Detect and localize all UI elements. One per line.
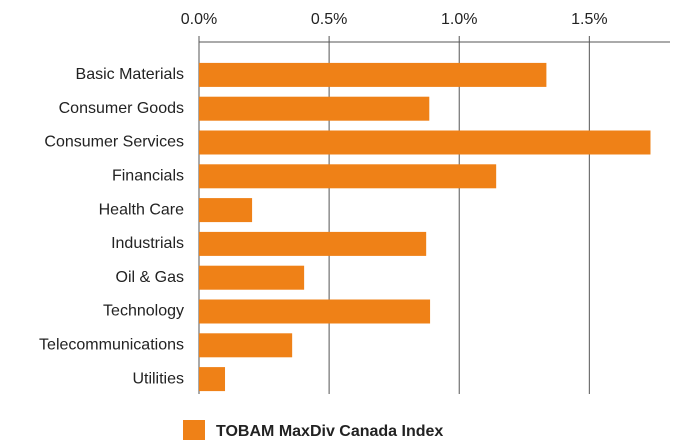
- bar: [199, 333, 293, 358]
- y-tick-label: Telecommunications: [39, 337, 184, 354]
- legend-label: TOBAM MaxDiv Canada Index: [216, 423, 443, 440]
- bar: [199, 367, 226, 392]
- y-tick-label: Consumer Services: [44, 134, 184, 151]
- x-tick-label: 1.5%: [571, 11, 607, 28]
- bar: [199, 231, 427, 256]
- bar: [199, 96, 430, 121]
- bar: [199, 164, 497, 189]
- y-tick-label: Basic Materials: [76, 66, 184, 83]
- y-tick-label: Consumer Goods: [59, 100, 184, 117]
- bar: [199, 130, 651, 155]
- bar: [199, 265, 305, 290]
- y-tick-label: Oil & Gas: [116, 269, 184, 286]
- bar: [199, 299, 431, 324]
- y-tick-label: Utilities: [132, 370, 184, 387]
- legend-swatch: [183, 420, 205, 440]
- bar: [199, 62, 547, 87]
- y-tick-label: Industrials: [111, 235, 184, 252]
- x-tick-label: 0.5%: [311, 11, 347, 28]
- x-tick-label: 1.0%: [441, 11, 477, 28]
- y-tick-label: Technology: [103, 303, 184, 320]
- y-tick-label: Health Care: [99, 201, 184, 218]
- y-tick-label: Financials: [112, 168, 184, 185]
- bar: [199, 198, 253, 223]
- x-tick-label: 0.0%: [181, 11, 217, 28]
